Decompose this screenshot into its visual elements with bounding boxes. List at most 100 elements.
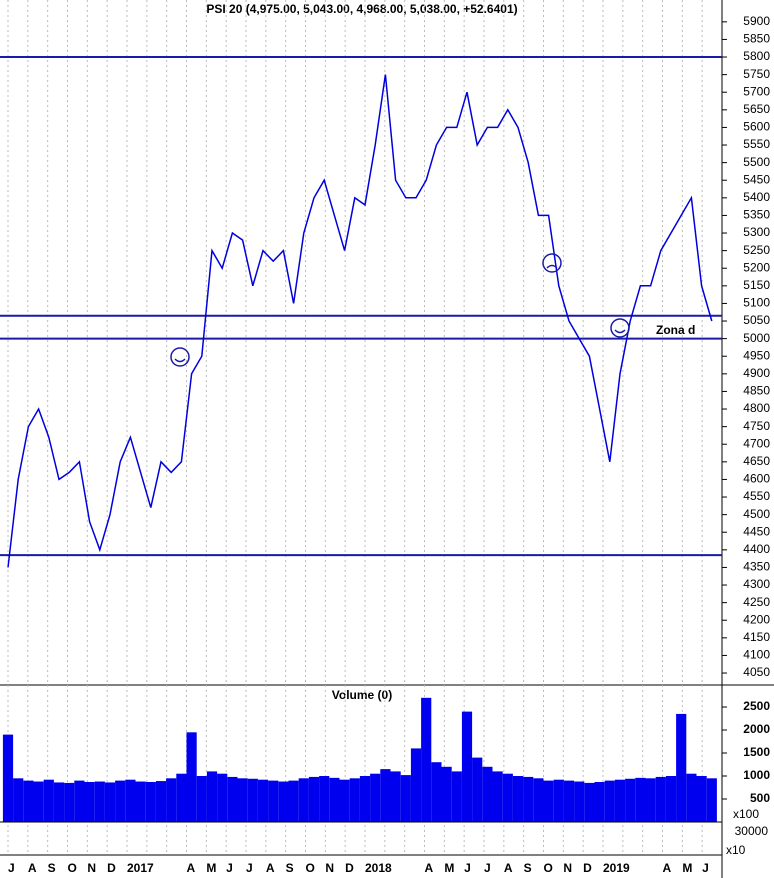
smiley-icon: [610, 318, 630, 338]
volume-bar: [370, 773, 381, 822]
y-tick-label: 5450: [743, 172, 770, 186]
y-tick-label: 4900: [743, 366, 770, 380]
volume-bar: [176, 773, 187, 822]
y-tick-label: 5500: [743, 155, 770, 169]
volume-bar: [64, 782, 75, 822]
volume-bar: [431, 762, 442, 822]
y-tick-label: 4600: [743, 472, 770, 486]
volume-bar: [84, 781, 95, 822]
volume-bar: [482, 766, 493, 822]
y-tick-label: 2000: [743, 722, 770, 736]
y-tick-label: 5050: [743, 313, 770, 327]
y-tick-label: 5250: [743, 243, 770, 257]
volume-bar: [584, 782, 595, 822]
unit-label: x100: [733, 807, 759, 821]
price-line: [7, 74, 713, 568]
volume-bar: [563, 780, 575, 822]
volume-bar: [380, 769, 391, 822]
x-tick-label: J: [8, 861, 15, 875]
x-tick-label: N: [563, 861, 572, 875]
volume-bar: [614, 779, 626, 822]
x-tick-label: O: [306, 861, 315, 875]
volume-bar: [339, 779, 350, 822]
volume-bar: [523, 776, 534, 822]
volume-bar: [257, 779, 269, 822]
x-tick-label: S: [286, 861, 294, 875]
volume-bar: [288, 780, 299, 822]
volume-bar: [410, 748, 422, 822]
volume-bar: [461, 711, 473, 822]
volume-bar: [125, 779, 136, 822]
y-tick-label: 5400: [743, 190, 770, 204]
chart-title: PSI 20 (4,975.00, 5,043.00, 4,968.00, 5,…: [206, 2, 517, 16]
volume-bar: [502, 773, 513, 822]
x-tick-label: M: [206, 861, 216, 875]
y-tick-label: 4700: [743, 436, 770, 450]
x-tick-label: S: [524, 861, 532, 875]
x-tick-label: A: [663, 861, 672, 875]
volume-bar: [94, 781, 105, 822]
y-tick-label: 5650: [743, 102, 770, 116]
x-tick-label: D: [345, 861, 354, 875]
x-tick-label: N: [87, 861, 96, 875]
y-tick-label: 5300: [743, 225, 770, 239]
x-tick-label: 2017: [127, 861, 154, 875]
smiley-mouth: [614, 329, 626, 334]
volume-bar: [574, 781, 585, 822]
volume-bar: [329, 777, 340, 822]
y-tick-label: 4750: [743, 419, 770, 433]
volume-bar: [13, 778, 24, 822]
volume-bar: [206, 771, 218, 822]
y-tick-label: 5800: [743, 49, 770, 63]
x-tick-label: D: [583, 861, 592, 875]
y-tick-label: 5350: [743, 208, 770, 222]
unit-label: x10: [726, 843, 746, 857]
volume-bar: [645, 778, 656, 822]
volume-bar: [43, 779, 54, 822]
volume-bar: [268, 780, 279, 822]
volume-bar: [33, 781, 44, 822]
x-tick-label: A: [187, 861, 196, 875]
x-tick-label: M: [444, 861, 454, 875]
y-tick-label: 4050: [743, 665, 770, 679]
x-tick-label: A: [266, 861, 275, 875]
volume-bar: [145, 781, 156, 822]
volume-bar: [23, 780, 34, 822]
volume-bar: [421, 697, 432, 822]
y-tick-label: 4250: [743, 595, 770, 609]
y-tick-label: 5200: [743, 260, 770, 274]
y-tick-label: 1000: [743, 768, 770, 782]
sad-icon: [542, 253, 562, 273]
unit-label: 30000: [735, 824, 769, 838]
volume-bar: [278, 781, 289, 822]
volume-bar: [706, 778, 717, 822]
volume-bar: [635, 777, 646, 822]
x-tick-label: J: [702, 861, 709, 875]
volume-bar: [319, 776, 330, 822]
y-tick-label: 5600: [743, 120, 770, 134]
y-tick-label: 5100: [743, 296, 770, 310]
volume-bar: [298, 778, 309, 822]
volume-bar: [237, 778, 248, 822]
volume-bar: [196, 776, 207, 822]
volume-bar: [492, 771, 503, 822]
x-tick-label: A: [28, 861, 37, 875]
y-tick-label: 4450: [743, 524, 770, 538]
volume-bar: [625, 778, 636, 822]
volume-bar: [533, 778, 544, 822]
volume-bar: [166, 778, 177, 822]
y-tick-label: 4550: [743, 489, 770, 503]
volume-bar: [655, 776, 666, 822]
y-tick-label: 4400: [743, 542, 770, 556]
volume-bar: [227, 776, 238, 822]
volume-bar: [135, 781, 146, 822]
x-tick-label: J: [464, 861, 471, 875]
y-tick-label: 4500: [743, 507, 770, 521]
x-tick-label: J: [484, 861, 491, 875]
y-tick-label: 4850: [743, 384, 770, 398]
y-tick-label: 4150: [743, 630, 770, 644]
